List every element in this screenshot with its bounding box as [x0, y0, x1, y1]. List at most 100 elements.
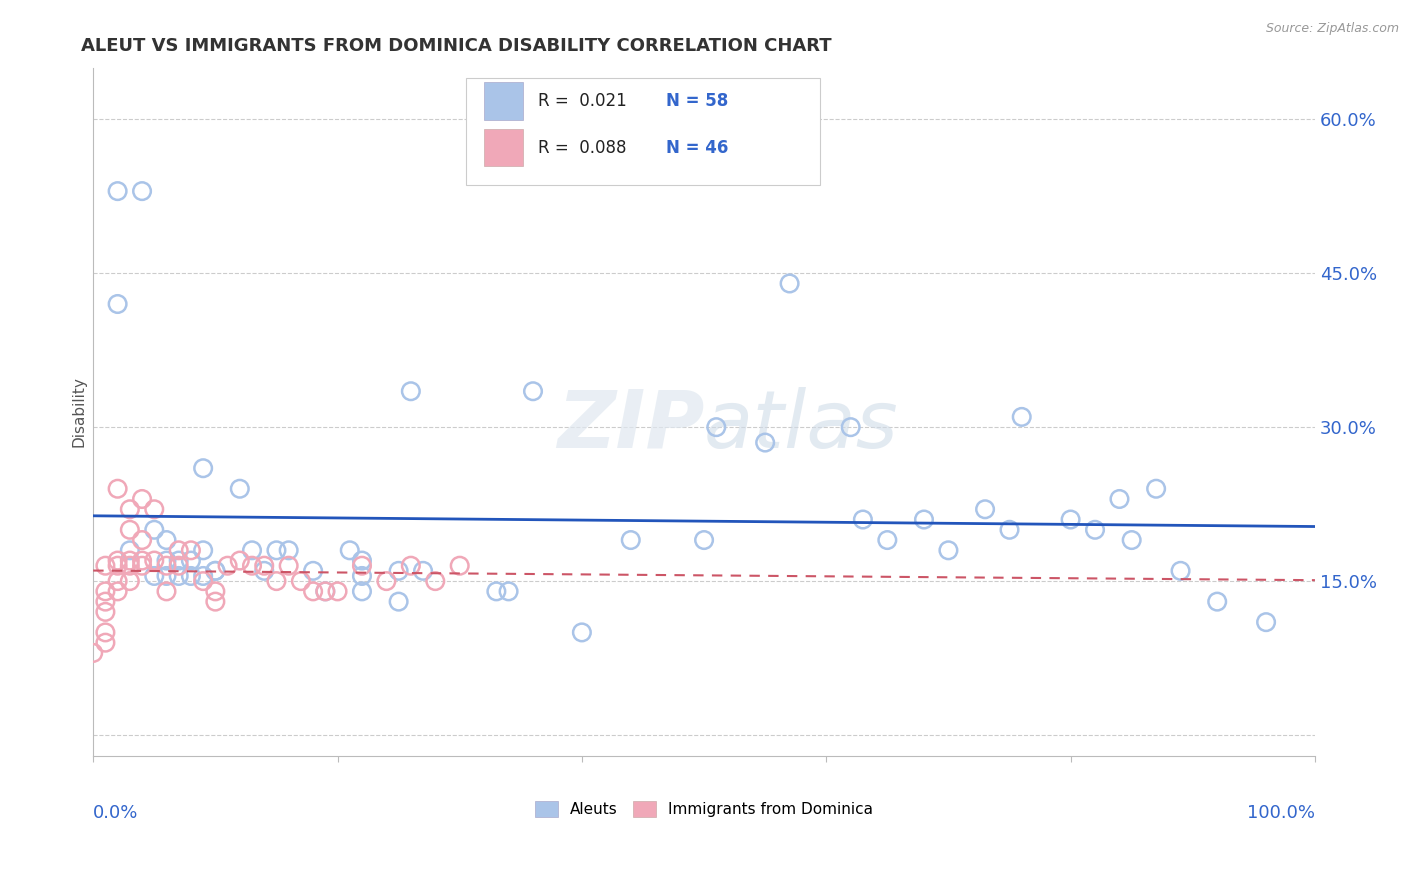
- Point: [754, 435, 776, 450]
- Point: [155, 553, 177, 567]
- Point: [277, 558, 299, 573]
- Point: [94, 558, 117, 573]
- Point: [339, 543, 361, 558]
- Point: [118, 543, 141, 558]
- Point: [94, 594, 117, 608]
- Point: [107, 297, 129, 311]
- Point: [180, 553, 202, 567]
- Y-axis label: Disability: Disability: [72, 376, 86, 447]
- FancyBboxPatch shape: [484, 82, 523, 120]
- Point: [204, 584, 226, 599]
- Point: [326, 584, 349, 599]
- Point: [131, 491, 153, 506]
- Text: N = 58: N = 58: [666, 92, 728, 110]
- Legend: Aleuts, Immigrants from Dominica: Aleuts, Immigrants from Dominica: [529, 796, 879, 823]
- Point: [571, 625, 593, 640]
- Point: [912, 512, 935, 526]
- Point: [779, 277, 801, 291]
- Point: [180, 543, 202, 558]
- Point: [350, 553, 373, 567]
- Text: R =  0.088: R = 0.088: [538, 138, 627, 157]
- Point: [412, 564, 434, 578]
- Text: ZIP: ZIP: [557, 386, 704, 465]
- Point: [350, 584, 373, 599]
- Point: [240, 558, 263, 573]
- Point: [399, 558, 422, 573]
- Point: [375, 574, 398, 588]
- Point: [485, 584, 508, 599]
- Point: [155, 584, 177, 599]
- Point: [204, 564, 226, 578]
- Point: [191, 574, 214, 588]
- Point: [693, 533, 716, 547]
- Point: [204, 594, 226, 608]
- Point: [314, 584, 336, 599]
- Point: [131, 533, 153, 547]
- Point: [1206, 594, 1229, 608]
- Point: [191, 569, 214, 583]
- Point: [107, 184, 129, 198]
- Point: [350, 558, 373, 573]
- Point: [302, 584, 325, 599]
- Point: [1059, 512, 1081, 526]
- Point: [449, 558, 471, 573]
- Point: [1121, 533, 1143, 547]
- Point: [118, 502, 141, 516]
- Point: [229, 553, 252, 567]
- Point: [852, 512, 875, 526]
- Point: [143, 569, 166, 583]
- Point: [107, 574, 129, 588]
- Point: [253, 564, 276, 578]
- Point: [167, 543, 190, 558]
- Point: [167, 553, 190, 567]
- Point: [1084, 523, 1107, 537]
- Point: [191, 543, 214, 558]
- Point: [498, 584, 520, 599]
- Point: [82, 646, 104, 660]
- Point: [143, 502, 166, 516]
- Point: [118, 553, 141, 567]
- Point: [107, 482, 129, 496]
- Point: [314, 584, 336, 599]
- Text: Source: ZipAtlas.com: Source: ZipAtlas.com: [1265, 22, 1399, 36]
- Point: [839, 420, 862, 434]
- Point: [974, 502, 997, 516]
- Point: [998, 523, 1021, 537]
- Point: [155, 533, 177, 547]
- Point: [143, 553, 166, 567]
- Point: [522, 384, 544, 399]
- Point: [94, 605, 117, 619]
- Point: [266, 543, 288, 558]
- Point: [938, 543, 960, 558]
- Point: [1011, 409, 1033, 424]
- Point: [131, 184, 153, 198]
- Point: [155, 569, 177, 583]
- Point: [94, 635, 117, 649]
- Point: [1144, 482, 1167, 496]
- Point: [302, 564, 325, 578]
- Text: atlas: atlas: [704, 386, 898, 465]
- Point: [266, 574, 288, 588]
- Point: [131, 558, 153, 573]
- Point: [204, 564, 226, 578]
- Point: [277, 543, 299, 558]
- Point: [217, 558, 239, 573]
- Point: [107, 553, 129, 567]
- Point: [388, 594, 411, 608]
- Point: [94, 584, 117, 599]
- Point: [388, 564, 411, 578]
- Point: [118, 558, 141, 573]
- Point: [876, 533, 898, 547]
- Point: [107, 558, 129, 573]
- Text: ALEUT VS IMMIGRANTS FROM DOMINICA DISABILITY CORRELATION CHART: ALEUT VS IMMIGRANTS FROM DOMINICA DISABI…: [82, 37, 831, 55]
- Point: [1108, 491, 1130, 506]
- Text: 100.0%: 100.0%: [1247, 804, 1315, 822]
- Point: [118, 523, 141, 537]
- Point: [180, 569, 202, 583]
- Point: [131, 553, 153, 567]
- Point: [191, 461, 214, 475]
- Point: [167, 558, 190, 573]
- Point: [143, 523, 166, 537]
- Point: [253, 558, 276, 573]
- Point: [94, 625, 117, 640]
